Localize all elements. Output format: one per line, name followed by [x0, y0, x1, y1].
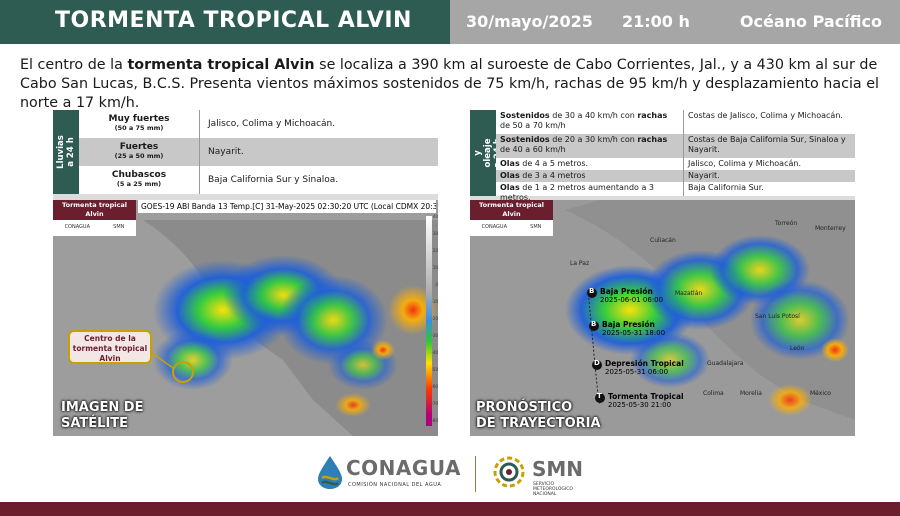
rain-regions: Baja California Sur y Sinaloa. — [208, 175, 339, 185]
colorbar-tick: -10 — [431, 299, 438, 304]
smn-logo: SMN SERVICIO METEOROLÓGICO NACIONAL — [490, 454, 583, 497]
rain-category: Chubascos (5 a 25 mm) — [79, 166, 200, 194]
colorbar-tick: -40 — [431, 350, 438, 355]
rain-row: Chubascos (5 a 25 mm) Baja California Sur… — [79, 166, 438, 194]
colorbar-tick: 40 — [432, 214, 438, 219]
city-label: México — [810, 390, 831, 397]
conagua-mini-logo: CONAGUA — [481, 224, 508, 230]
summary-text: El centro de la tormenta tropical Alvin … — [20, 56, 880, 113]
winds-row: Sostenidos de 30 a 40 km/h con rachas de… — [496, 110, 855, 134]
track-letter: B — [591, 320, 597, 328]
track-label: Depresión Tropical 2025-05-31 06:00 — [605, 359, 684, 376]
colorbar-tick: -60 — [431, 384, 438, 389]
city-label: Monterrey — [815, 225, 846, 232]
city-label: La Paz — [570, 260, 590, 267]
rain-category: Muy fuertes (50 a 75 mm) — [79, 110, 200, 138]
track-point-icon — [589, 321, 599, 331]
rain-row: Fuertes (25 a 50 mm) Nayarit. — [79, 138, 438, 166]
rain-row: Muy fuertes (50 a 75 mm) Jalisco, Colima … — [79, 110, 438, 138]
storm-center-marker — [172, 361, 194, 383]
winds-regions: Jalisco, Colima y Michoacán. — [688, 159, 801, 168]
temperature-colorbar — [426, 216, 432, 426]
winds-label: Vientos y oleaje a 24 h — [463, 110, 503, 196]
satellite-imagery-svg — [53, 200, 438, 436]
colorbar-tick: 0 — [435, 282, 438, 287]
track-label: Tormenta Tropical 2025-05-30 21:00 — [608, 392, 684, 409]
footer: CONAGUA COMISIÓN NACIONAL DEL AGUA SMN S… — [0, 446, 900, 502]
winds-row: Olas de 1 a 2 metros aumentando a 3 metr… — [496, 182, 855, 202]
colorbar-tick: -70 — [431, 401, 438, 406]
rain-category: Fuertes (25 a 50 mm) — [79, 138, 200, 166]
winds-row: Sostenidos de 20 a 30 km/h con rachas de… — [496, 134, 855, 158]
winds-row: Olas de 4 a 5 metros. Jalisco, Colima y … — [496, 158, 855, 170]
colorbar-tick: 10 — [432, 265, 438, 270]
track-label: Baja Presión 2025-06-01 06:00 — [600, 287, 664, 304]
winds-regions: Costas de Jalisco, Colima y Michoacán. — [688, 111, 843, 120]
rain-label: Lluvias a 24 h — [53, 110, 79, 194]
footer-divider — [475, 456, 476, 492]
city-label: Guadalajara — [707, 360, 744, 367]
city-label: Torreón — [775, 220, 798, 227]
forecast-map: Tormenta tropical Alvin CONAGUA SMN B B D… — [470, 200, 855, 436]
smn-sun-icon — [493, 456, 525, 488]
colorbar-tick: 30 — [432, 231, 438, 236]
track-letter: D — [594, 359, 600, 367]
city-label: Morelia — [740, 390, 762, 397]
track-point-icon — [592, 360, 602, 370]
conagua-logo: CONAGUA COMISIÓN NACIONAL DEL AGUA — [316, 454, 460, 494]
city-label: León — [790, 345, 805, 352]
goes-caption: GOES-19 ABI Banda 13 Temp.[C] 31-May-202… — [138, 200, 436, 213]
header-title-box: TORMENTA TROPICAL ALVIN — [0, 0, 450, 44]
header-time: 21:00 h — [622, 12, 690, 31]
satellite-caption: IMAGEN DE SATÉLITE — [61, 400, 144, 431]
satellite-panel: Lluvias a 24 h Muy fuertes (50 a 75 mm) J… — [53, 110, 438, 436]
smn-mini-logo: SMN — [113, 224, 125, 230]
header-ocean: Océano Pacífico — [739, 12, 882, 31]
header: TORMENTA TROPICAL ALVIN 30/mayo/2025 21:… — [0, 0, 900, 44]
conagua-drop-icon — [318, 456, 342, 489]
conagua-mini-logo: CONAGUA — [64, 224, 91, 230]
header-date: 30/mayo/2025 — [466, 12, 593, 31]
header-title: TORMENTA TROPICAL ALVIN — [55, 8, 412, 33]
forecast-badge: Tormenta tropical Alvin CONAGUA SMN — [470, 200, 553, 236]
summary-part-2: se localiza a 390 km al suroeste de Cabo… — [20, 57, 879, 111]
track-letter: B — [589, 287, 595, 295]
winds-regions: Nayarit. — [688, 171, 720, 180]
header-info-box: 30/mayo/2025 21:00 h Océano Pacífico — [450, 0, 900, 44]
winds-regions: Baja California Sur. — [688, 183, 764, 192]
city-label: Colima — [703, 390, 724, 397]
colorbar-tick: -50 — [431, 367, 438, 372]
summary-part-1: El centro de la — [20, 57, 128, 73]
city-label: San Luis Potosí — [755, 313, 800, 320]
winds-table: Sostenidos de 30 a 40 km/h con rachas de… — [496, 110, 855, 202]
track-point-icon — [587, 288, 597, 298]
city-label: Culiacán — [650, 237, 676, 244]
colorbar-tick: -30 — [431, 333, 438, 338]
winds-regions: Costas de Baja California Sur, Sinaloa y… — [688, 135, 846, 154]
rain-regions: Nayarit. — [208, 147, 244, 157]
storm-center-callout: Centro de la tormenta tropical Alvin — [68, 330, 152, 364]
satellite-image: Tormenta tropical Alvin CONAGUA SMN GOES-… — [53, 200, 438, 436]
track-point-icon — [595, 393, 605, 403]
track-label: Baja Presión 2025-05-31 18:00 — [602, 320, 666, 337]
colorbar-tick: -20 — [431, 316, 438, 321]
rain-regions: Jalisco, Colima y Michoacán. — [208, 119, 336, 129]
forecast-panel: Vientos y oleaje a 24 h Sostenidos de 30… — [463, 110, 855, 436]
satellite-badge: Tormenta tropical Alvin CONAGUA SMN — [53, 200, 136, 236]
colorbar-tick: -80 — [431, 418, 438, 423]
forecast-caption: PRONÓSTICO DE TRAYECTORIA — [476, 400, 601, 431]
track-letter: T — [597, 392, 602, 400]
bottom-bar — [0, 502, 900, 516]
winds-row: Olas de 3 a 4 metros Nayarit. — [496, 170, 855, 182]
rain-table: Muy fuertes (50 a 75 mm) Jalisco, Colima … — [79, 110, 438, 194]
colorbar-tick: 20 — [432, 248, 438, 253]
smn-mini-logo: SMN — [530, 224, 542, 230]
city-label: Mazatlán — [675, 290, 703, 297]
forecast-map-svg — [470, 200, 855, 436]
summary-bold: tormenta tropical Alvin — [127, 57, 315, 73]
